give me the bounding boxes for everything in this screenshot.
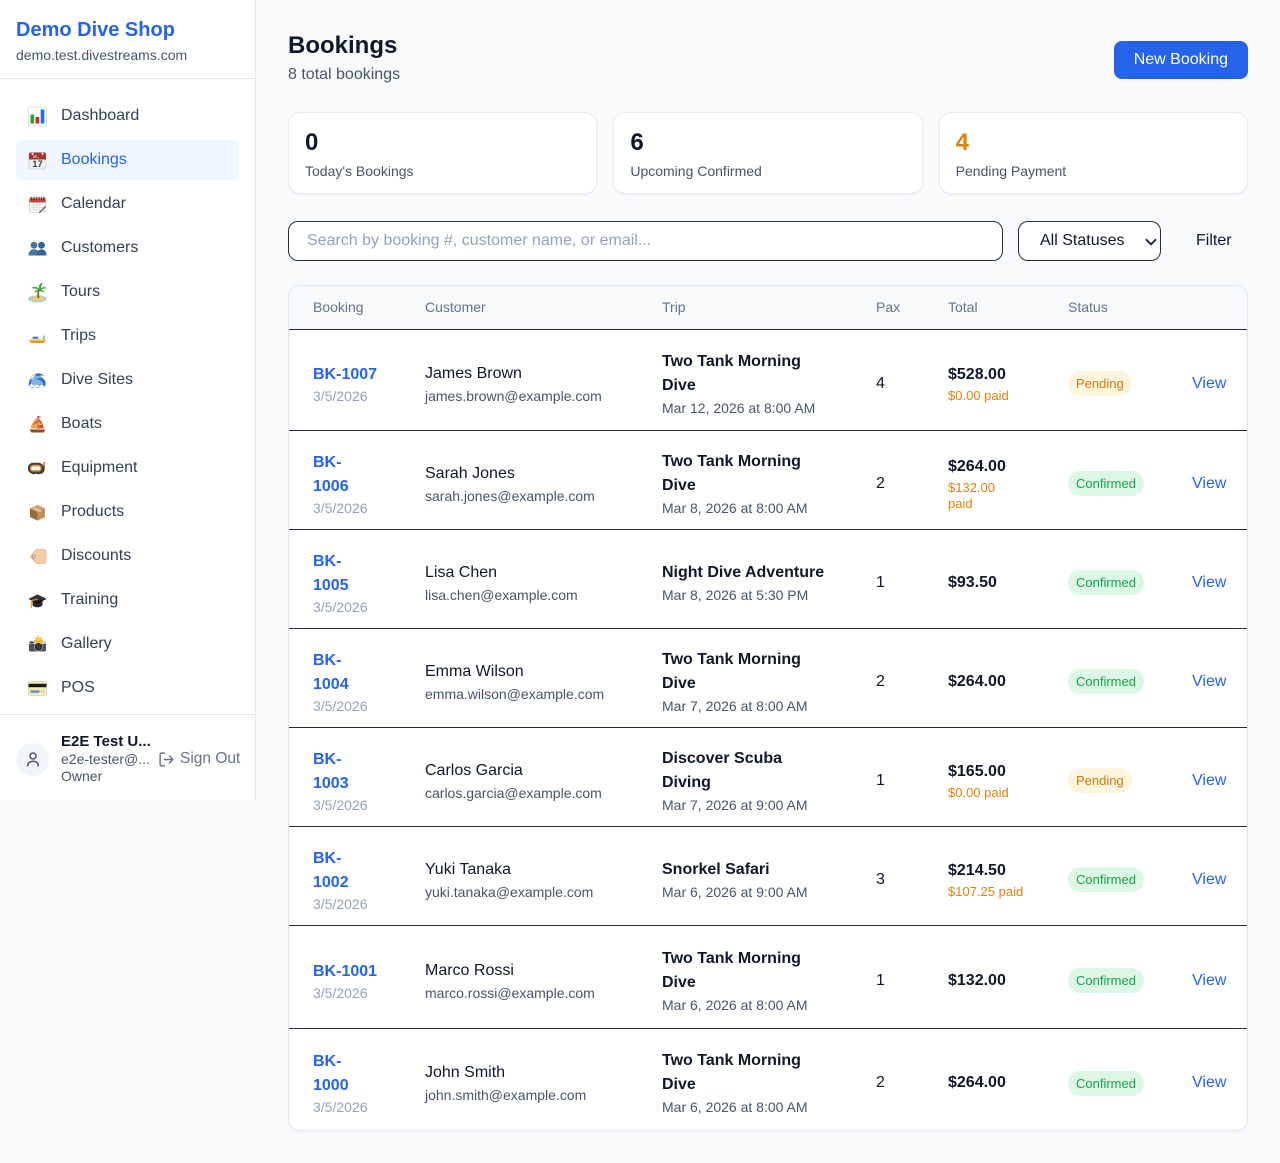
svg-text:17: 17 (32, 159, 43, 170)
svg-text:M..: M.. (33, 154, 39, 159)
